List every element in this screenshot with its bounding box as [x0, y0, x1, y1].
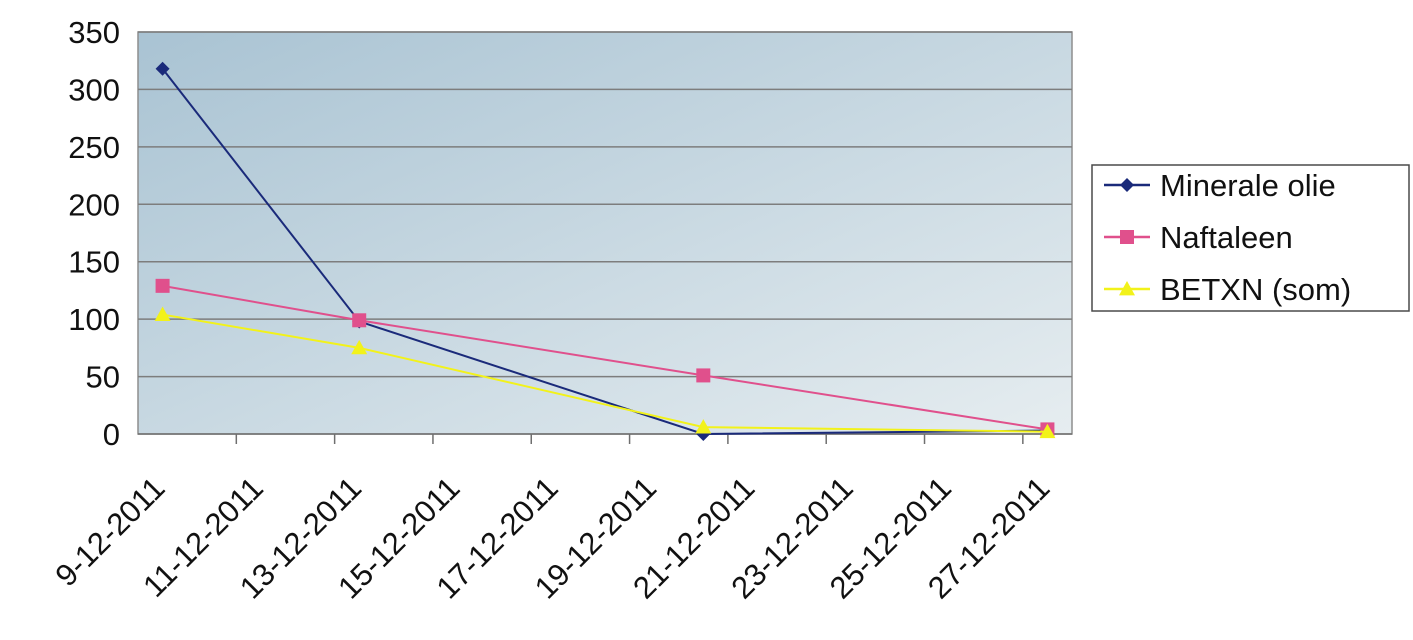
legend-label: Minerale olie — [1160, 168, 1336, 203]
series-line — [162, 313, 1048, 433]
legend: Minerale olie Naftaleen BETXN (som) — [1091, 164, 1410, 312]
data-point — [1039, 423, 1056, 439]
y-tick-label: 200 — [68, 187, 120, 222]
data-point — [352, 313, 367, 328]
data-point — [351, 339, 368, 355]
series-1 — [155, 278, 1055, 437]
series-line — [161, 68, 1048, 436]
y-tick-label: 300 — [68, 72, 120, 107]
data-point — [155, 278, 170, 293]
series-layer — [154, 61, 1056, 441]
y-tick-label: 150 — [68, 245, 120, 280]
data-point — [154, 306, 171, 321]
data-point — [695, 419, 712, 434]
legend-item: BETXN (som) — [1104, 272, 1351, 307]
y-tick-label: 50 — [86, 360, 120, 395]
legend-marker — [1120, 230, 1134, 244]
series-2 — [154, 306, 1056, 439]
y-tick-label: 250 — [68, 130, 120, 165]
data-point — [155, 61, 170, 76]
legend-label: Naftaleen — [1160, 220, 1293, 255]
legend-label: BETXN (som) — [1160, 272, 1351, 307]
data-point — [696, 368, 711, 383]
plot-area — [137, 31, 1073, 435]
legend-item: Naftaleen — [1104, 220, 1293, 255]
gridlines — [138, 31, 1072, 378]
x-axis: 9-12-201111-12-201113-12-201115-12-20111… — [48, 433, 1072, 605]
y-tick-label: 350 — [68, 15, 120, 50]
y-tick-label: 100 — [68, 302, 120, 337]
legend-marker — [1120, 178, 1134, 192]
legend-item: Minerale olie — [1104, 168, 1336, 203]
series-line — [162, 284, 1048, 431]
y-axis: 0 50 100 150 200 250 300 350 — [68, 15, 120, 452]
y-tick-label: 0 — [103, 417, 120, 452]
legend-marker — [1119, 281, 1135, 296]
